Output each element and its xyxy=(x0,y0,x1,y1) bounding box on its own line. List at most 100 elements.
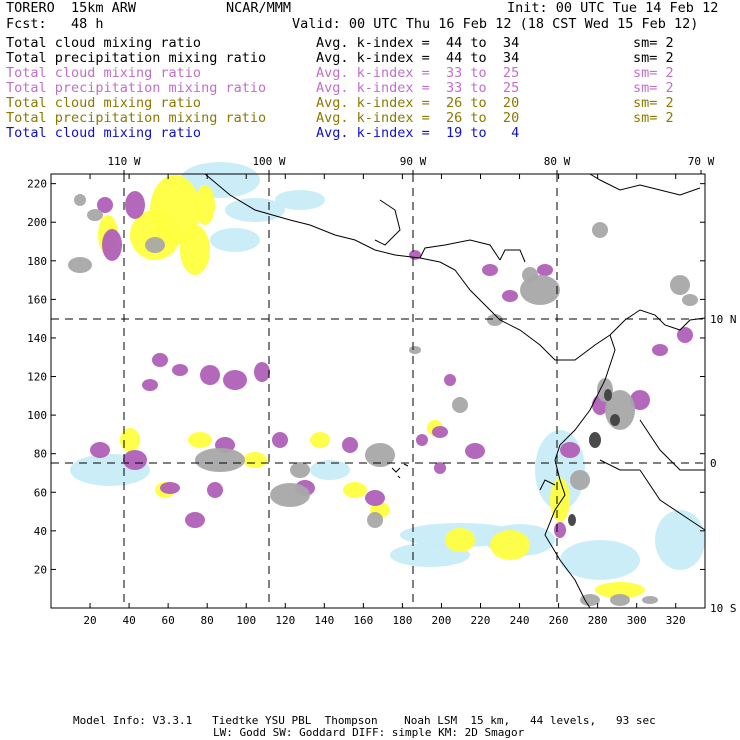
cloud-blob-purple xyxy=(537,264,553,276)
y-axis-ticks: 20 40 60 80 100 120 140 160 180 200 220 xyxy=(27,178,705,576)
cloud-blob-purple xyxy=(142,379,158,391)
coastline-segment xyxy=(539,479,556,491)
x-tick-label: 80 xyxy=(201,614,214,627)
longitude-label: 90 W xyxy=(400,155,427,168)
legend-sm: sm= 2 xyxy=(633,65,674,81)
legend-field: Total cloud mixing ratio xyxy=(6,95,202,111)
legend-kindex: Avg. k-index = 26 to 20 xyxy=(316,110,520,126)
cloud-blob-gray xyxy=(290,462,310,478)
cloud-blob-purple xyxy=(185,512,205,528)
cloud-blob-purple xyxy=(223,370,247,390)
cloud-blob-purple xyxy=(444,374,456,386)
coastline-segment xyxy=(204,173,611,361)
x-tick-label: 40 xyxy=(122,614,135,627)
cloud-blob-yellow xyxy=(120,428,140,452)
coastline-segment xyxy=(639,419,705,471)
cloud-blob-purple xyxy=(160,482,180,494)
cloud-blob-purple xyxy=(125,191,145,219)
longitude-labels: 110 W 100 W 90 W 80 W 70 W xyxy=(107,155,715,174)
y-tick-label: 20 xyxy=(34,563,47,576)
legend-field: Total cloud mixing ratio xyxy=(6,65,202,81)
cloud-blob-cyan xyxy=(655,510,705,570)
cloud-blob-cyan xyxy=(210,228,260,252)
cloud-blob-purple xyxy=(365,490,385,506)
cloud-blob-gray xyxy=(87,209,103,221)
cloud-blob-gray xyxy=(670,275,690,295)
x-tick-label: 20 xyxy=(83,614,96,627)
cloud-blob-gray xyxy=(365,443,395,467)
cloud-blob-gray xyxy=(522,267,538,283)
x-tick-label: 140 xyxy=(314,614,334,627)
cloud-blob-dark xyxy=(604,389,612,401)
cloud-blob-cyan xyxy=(310,460,350,480)
cloud-blob-yellow xyxy=(343,482,367,498)
cloud-blob-purple xyxy=(554,522,566,538)
x-tick-label: 220 xyxy=(471,614,491,627)
legend-kindex: Avg. k-index = 26 to 20 xyxy=(316,95,520,111)
cloud-blob-yellow xyxy=(490,530,530,560)
legend-kindex: Avg. k-index = 19 to 4 xyxy=(316,125,520,141)
legend-field: Total precipitation mixing ratio xyxy=(6,50,267,66)
cloud-blob-yellow xyxy=(243,452,267,468)
cloud-blob-purple xyxy=(432,426,448,438)
longitude-label: 80 W xyxy=(544,155,571,168)
physics-info: LW: Godd SW: Goddard DIFF: simple KM: 2D… xyxy=(213,726,525,739)
cloud-blob-purple xyxy=(200,365,220,385)
cloud-blob-purple xyxy=(90,442,110,458)
cloud-blob-gray xyxy=(145,237,165,253)
cloud-blob-gray xyxy=(570,470,590,490)
cloud-blob-gray xyxy=(68,257,92,273)
cloud-blob-purple xyxy=(97,197,113,213)
cloud-blob-yellow xyxy=(195,185,215,225)
coastline-segment xyxy=(419,239,501,261)
cloud-blob-dark xyxy=(589,432,601,448)
cloud-blob-gray xyxy=(367,512,383,528)
cloud-blob-purple xyxy=(152,353,168,367)
y-tick-label: 200 xyxy=(27,216,47,229)
cloud-blob-purple xyxy=(630,390,650,410)
legend-kindex: Avg. k-index = 33 to 25 xyxy=(316,80,520,96)
cloud-blob-purple xyxy=(416,434,428,446)
plot-frame xyxy=(50,173,706,609)
cloud-blob-dark xyxy=(568,514,576,526)
y-tick-label: 220 xyxy=(27,178,47,191)
cloud-blob-gray xyxy=(452,397,468,413)
y-tick-label: 60 xyxy=(34,486,47,499)
legend-field: Total cloud mixing ratio xyxy=(6,125,202,141)
coastline-segment xyxy=(544,334,616,609)
cloud-blob-gray xyxy=(580,594,600,606)
coastlines xyxy=(204,173,706,609)
cloud-blob-purple xyxy=(560,442,580,458)
legend-field: Total precipitation mixing ratio xyxy=(6,80,267,96)
x-tick-label: 160 xyxy=(353,614,373,627)
x-tick-label: 280 xyxy=(588,614,608,627)
model-info: Model Info: V3.3.1 Tiedtke YSU PBL Thomp… xyxy=(73,714,656,727)
latitude-labels: 10 N 0 10 S xyxy=(710,313,737,615)
cloud-blob-purple xyxy=(502,290,518,302)
cloud-blob-yellow xyxy=(445,528,475,552)
legend-kindex: Avg. k-index = 44 to 34 xyxy=(316,35,520,51)
y-tick-label: 160 xyxy=(27,293,47,306)
organization: NCAR/MMM xyxy=(226,0,292,16)
cloud-blob-gray xyxy=(682,294,698,306)
x-tick-label: 180 xyxy=(392,614,412,627)
x-tick-label: 60 xyxy=(162,614,175,627)
cloud-blob-purple xyxy=(677,327,693,343)
legend-sm: sm= 2 xyxy=(633,50,674,66)
x-tick-label: 320 xyxy=(666,614,686,627)
cloud-blob-gray xyxy=(592,222,608,238)
legend-field: Total precipitation mixing ratio xyxy=(6,110,267,126)
cloud-blob-yellow xyxy=(310,432,330,448)
cloud-blob-purple xyxy=(207,482,223,498)
cloud-blob-yellow xyxy=(130,210,180,260)
cloud-blob-purple xyxy=(409,250,421,260)
legend-sm: sm= 2 xyxy=(633,35,674,51)
cloud-blob-purple xyxy=(123,450,147,470)
cloud-blob-yellow xyxy=(188,432,212,448)
y-tick-label: 80 xyxy=(34,448,47,461)
y-tick-label: 100 xyxy=(27,409,47,422)
cloud-blob-gray xyxy=(195,448,245,472)
longitude-label: 70 W xyxy=(688,155,715,168)
latitude-label: 10 S xyxy=(710,602,737,615)
